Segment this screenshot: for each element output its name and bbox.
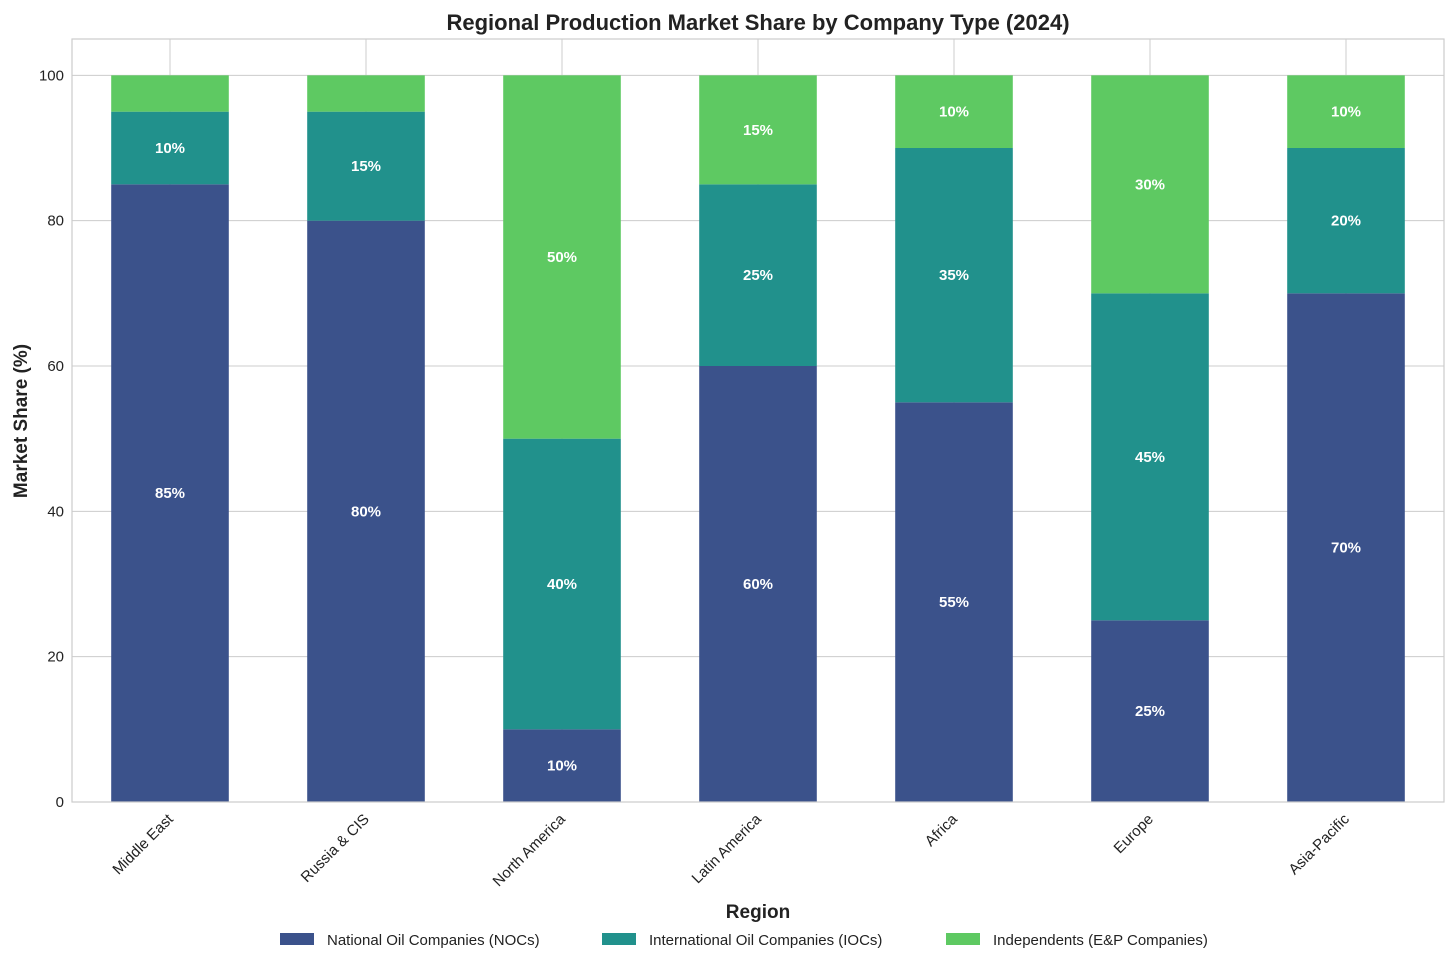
bar-data-label: 10% [939, 104, 969, 121]
y-tick-label: 40 [47, 503, 64, 520]
bar-data-label: 55% [939, 594, 969, 611]
bar-segment [111, 111, 229, 185]
bar-data-label: 15% [743, 122, 773, 139]
bar-segment [1091, 620, 1209, 802]
bar-segment [699, 75, 817, 185]
bar-segment [111, 184, 229, 803]
y-axis-label: Market Share (%) [11, 344, 32, 498]
bar-data-label: 20% [1331, 213, 1361, 230]
bar-data-label: 80% [351, 503, 381, 520]
bar-segment [1287, 293, 1405, 802]
bar-data-label: 10% [547, 758, 577, 775]
x-axis-ticks: Middle East Russia & CIS North America Lati… [109, 810, 1353, 890]
bar-segment [895, 402, 1013, 802]
bar-segment [1091, 75, 1209, 294]
x-axis-label: Region [726, 902, 790, 923]
y-tick-label: 0 [56, 794, 64, 811]
bar-data-label: 15% [351, 158, 381, 175]
bar-segment [503, 438, 621, 730]
bar-data-label: 45% [1135, 449, 1165, 466]
bar-segment [307, 111, 425, 221]
legend-item: National Oil Companies (NOCs) [280, 932, 540, 949]
y-tick-label: 100 [39, 67, 64, 84]
bar-segment [895, 148, 1013, 403]
bar-segment [699, 366, 817, 802]
y-tick-label: 60 [47, 358, 64, 375]
legend-swatch [280, 933, 314, 945]
bar-data-label: 70% [1331, 540, 1361, 557]
bars [111, 75, 1405, 803]
legend-label: Independents (E&P Companies) [993, 932, 1208, 949]
legend-swatch [602, 933, 636, 945]
bar-segment [1287, 148, 1405, 294]
bar-data-label: 10% [155, 140, 185, 157]
x-tick-label: North America [490, 810, 570, 890]
bar-segment [307, 220, 425, 802]
x-tick-label: Middle East [109, 810, 177, 878]
x-tick-label: Latin America [689, 810, 766, 887]
bar-data-label: 25% [743, 267, 773, 284]
chart-title: Regional Production Market Share by Comp… [446, 10, 1069, 35]
legend-label: National Oil Companies (NOCs) [327, 932, 540, 949]
legend-item: International Oil Companies (IOCs) [602, 932, 882, 949]
y-tick-label: 20 [47, 649, 64, 666]
x-tick-label: Europe [1111, 811, 1157, 857]
x-tick-label: Africa [922, 810, 962, 850]
bar-segment [111, 75, 229, 112]
bar-segment [895, 75, 1013, 148]
bar-segment [1287, 75, 1405, 148]
bar-segment [307, 75, 425, 112]
bar-data-label: 85% [155, 485, 185, 502]
bar-segment [1091, 293, 1209, 621]
bar-data-label: 50% [547, 249, 577, 266]
bar-segment [699, 184, 817, 366]
legend-item: Independents (E&P Companies) [946, 932, 1208, 949]
legend: National Oil Companies (NOCs) Internation… [280, 932, 1208, 949]
plot-frame [71, 38, 1445, 803]
bar-data-label: 25% [1135, 703, 1165, 720]
x-tick-label: Asia-Pacific [1285, 810, 1353, 878]
legend-swatch [946, 933, 980, 945]
bar-data-label: 40% [547, 576, 577, 593]
bar-data-label: 30% [1135, 176, 1165, 193]
bar-data-labels: 85% 10% 80% 15% 10% 40% 50% 60% 25% 15% 55% 35% 10% 2… [155, 104, 1361, 775]
y-tick-label: 80 [47, 213, 64, 230]
bar-segment [503, 75, 621, 439]
legend-label: International Oil Companies (IOCs) [649, 932, 882, 949]
bar-segment [503, 729, 621, 802]
bar-data-label: 10% [1331, 104, 1361, 121]
bar-data-label: 60% [743, 576, 773, 593]
y-axis-ticks: 0 20 40 60 80 100 [39, 67, 64, 811]
x-tick-label: Russia & CIS [298, 811, 373, 886]
bar-data-label: 35% [939, 267, 969, 284]
